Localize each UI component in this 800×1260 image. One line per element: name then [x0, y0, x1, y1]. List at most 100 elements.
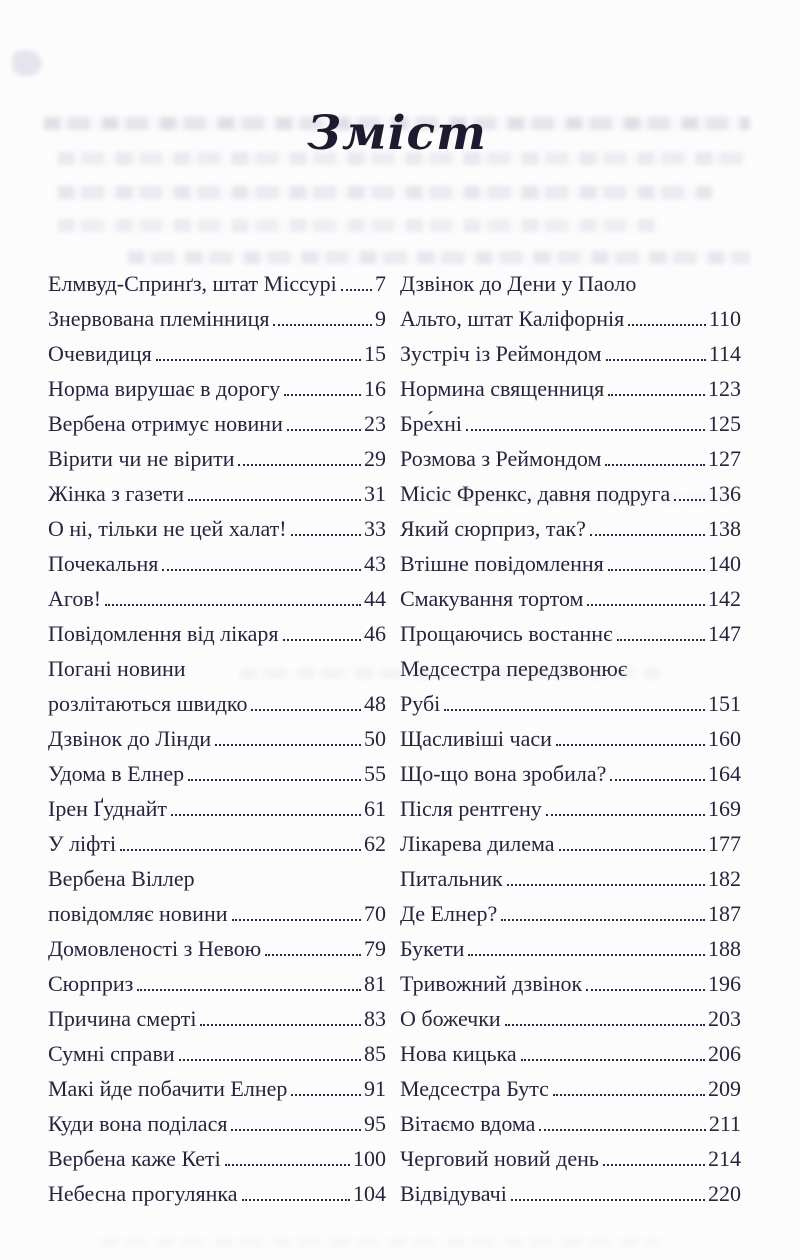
chapter-title: Лікарева дилема [400, 831, 555, 856]
page-number: 104 [353, 1181, 386, 1206]
toc-line: Елмвуд-Спринґз, штат Міссурі 7 [48, 266, 386, 301]
toc-entry: Норма вирушає в дорогу 16 [48, 371, 386, 406]
chapter-title: Букети [400, 936, 465, 961]
dot-leader [155, 359, 361, 361]
chapter-title: Вітаємо вдома [400, 1111, 536, 1136]
chapter-title: Бре́хні [400, 411, 462, 436]
toc-entry: Дзвінок до Дени у Паоло Альто, штат Каліф… [400, 266, 741, 336]
dot-leader [586, 989, 705, 991]
toc-entry: Втішне повідомлення 140 [400, 546, 741, 581]
dot-leader [291, 1094, 361, 1096]
page-number: 123 [708, 376, 741, 401]
dot-leader [506, 884, 705, 886]
dot-leader [284, 394, 361, 396]
toc-entry: Що-що вона зробила? 164 [400, 756, 741, 791]
page-number: 83 [364, 1006, 386, 1031]
dot-leader [628, 324, 706, 326]
toc-line: Нормина священниця 123 [400, 371, 741, 406]
chapter-title: Удома в Елнер [48, 761, 185, 786]
toc-entry: Жінка з газети 31 [48, 476, 386, 511]
chapter-title: Медсестра Бутс [400, 1076, 549, 1101]
toc-entry: Розмова з Реймондом 127 [400, 441, 741, 476]
dot-leader [605, 359, 706, 361]
chapter-title: Ірен Ґуднайт [48, 796, 168, 821]
toc-line: Причина смерті 83 [48, 1001, 386, 1036]
page-number: 177 [708, 831, 741, 856]
page-number: 79 [364, 936, 386, 961]
chapter-title: Смакування тортом [400, 586, 584, 611]
chapter-title: Місіс Френкс, давня подруга [400, 481, 671, 506]
toc-line: Сумні справи 85 [48, 1036, 386, 1071]
dot-leader [215, 744, 361, 746]
toc-column-left: Елмвуд-Спринґз, штат Міссурі 7 Знервована … [48, 266, 386, 1211]
dot-leader [188, 499, 361, 501]
page-number: 187 [708, 901, 741, 926]
toc-entry: Медсестра Бутс 209 [400, 1071, 741, 1106]
toc-line: Розмова з Реймондом 127 [400, 441, 741, 476]
toc-line: Дзвінок до Лінди 50 [48, 721, 386, 756]
toc-column-right: Дзвінок до Дени у Паоло Альто, штат Каліф… [400, 266, 741, 1211]
toc-entry: Місіс Френкс, давня подруга 136 [400, 476, 741, 511]
toc-line: Небесна прогулянка 104 [48, 1176, 386, 1211]
chapter-title: Тривожний дзвінок [400, 971, 583, 996]
dot-leader [589, 534, 705, 536]
toc-entry: Сумні справи 85 [48, 1036, 386, 1071]
toc-line: Лікарева дилема 177 [400, 826, 741, 861]
chapter-title: Домовленості з Невою [48, 936, 262, 961]
dot-leader [602, 1164, 705, 1166]
chapter-title: Що-що вона зробила? [400, 761, 607, 786]
dot-leader [558, 849, 705, 851]
dot-leader [468, 954, 705, 956]
page-number: 147 [708, 621, 741, 646]
page-number: 29 [364, 446, 386, 471]
chapter-title: Дзвінок до Дени у Паоло [400, 271, 637, 296]
page-number: 211 [708, 1111, 741, 1136]
toc-line: Відвідувачі 220 [400, 1176, 741, 1211]
page-number: 220 [708, 1181, 741, 1206]
chapter-title: Агов! [48, 586, 102, 611]
dot-leader [105, 604, 361, 606]
toc-line: Зустріч із Реймондом 114 [400, 336, 741, 371]
dot-leader [178, 1059, 361, 1061]
chapter-title: Щасливіші часи [400, 726, 552, 751]
page-number: 31 [364, 481, 386, 506]
page-number: 46 [364, 621, 386, 646]
dot-leader [162, 569, 361, 571]
dot-leader [552, 1094, 705, 1096]
dot-leader [501, 919, 705, 921]
chapter-title: Вербена каже Кеті [48, 1146, 221, 1171]
toc-entry: Вітаємо вдома 211 [400, 1106, 741, 1141]
chapter-title: Повідомлення від лікаря [48, 621, 279, 646]
toc-line: Медсестра Бутс 209 [400, 1071, 741, 1106]
page-number: 55 [364, 761, 386, 786]
page-number: 23 [364, 411, 386, 436]
dot-leader [188, 779, 361, 781]
chapter-title: Черговий новий день [400, 1146, 599, 1171]
toc-line: Очевидиця 15 [48, 336, 386, 371]
dot-leader [224, 1164, 350, 1166]
chapter-title: Зустріч із Реймондом [400, 341, 602, 366]
toc-line: Макі йде побачити Елнер 91 [48, 1071, 386, 1106]
toc-entry: Зустріч із Реймондом 114 [400, 336, 741, 371]
page-number: 127 [708, 446, 741, 471]
dot-leader [282, 639, 361, 641]
toc-entry: Знервована племінниця 9 [48, 301, 386, 336]
chapter-title: Втішне повідомлення [400, 551, 604, 576]
toc-line: Смакування тортом 142 [400, 581, 741, 616]
toc-entry: О ні, тільки не цей халат! 33 [48, 511, 386, 546]
toc-entry: Вербена Віллер повідомляє новини 70 [48, 861, 386, 931]
page-number: 48 [364, 691, 386, 716]
dot-leader [120, 849, 361, 851]
chapter-title: Який сюрприз, так? [400, 516, 586, 541]
toc-line: Де Елнер? 187 [400, 896, 741, 931]
page-number: 110 [708, 306, 741, 331]
toc-entry: Домовленості з Невою 79 [48, 931, 386, 966]
chapter-title: розлітаються швидко [48, 691, 248, 716]
toc-line: Питальник 182 [400, 861, 741, 896]
dot-leader [444, 709, 705, 711]
toc-line: Місіс Френкс, давня подруга 136 [400, 476, 741, 511]
dot-leader [241, 1199, 350, 1201]
page-number: 43 [364, 551, 386, 576]
dot-leader [231, 919, 361, 921]
